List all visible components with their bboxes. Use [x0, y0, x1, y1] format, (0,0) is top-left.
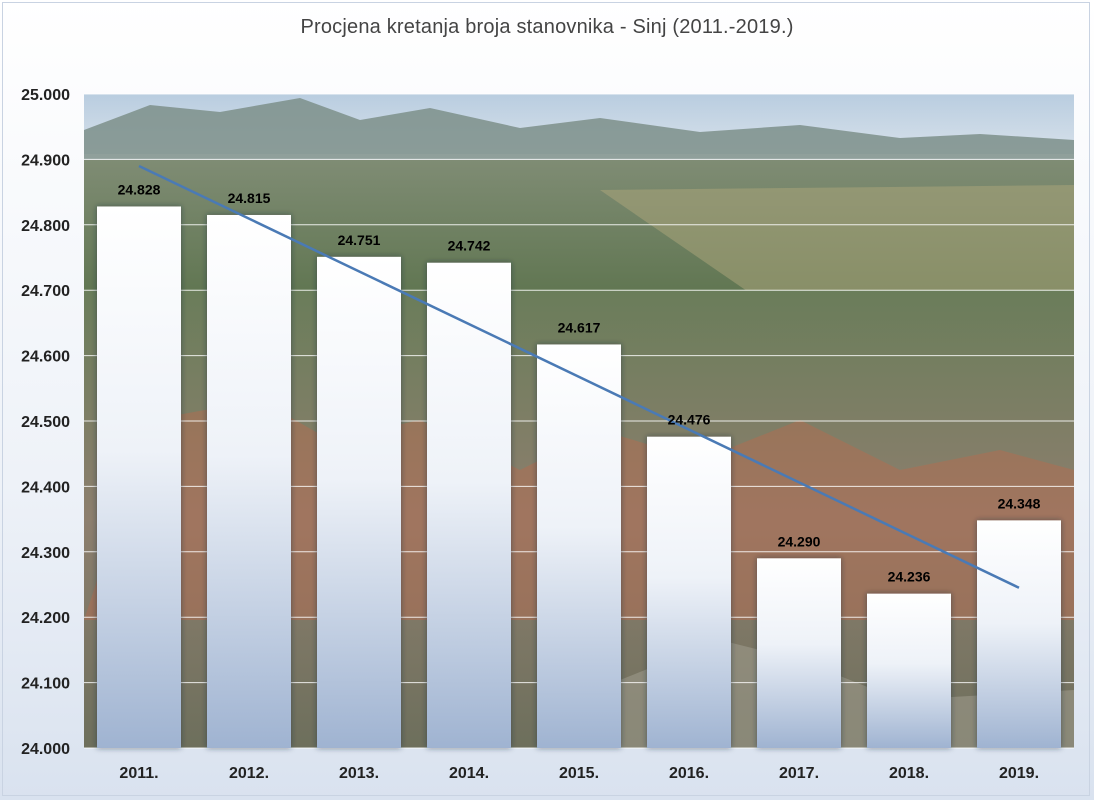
x-axis: 2011. 2012. 2013. 2014. 2015. 2016. 2017. 2018.… — [119, 765, 1039, 782]
y-tick-label: 24.700 — [21, 283, 70, 300]
data-labels: 24.828 24.815 24.751 24.742 24.617 24.476 24.2… — [118, 181, 1041, 584]
y-axis: 24.000 24.100 24.200 24.300 24.400 24.500 24.6… — [21, 87, 70, 758]
y-tick-label: 24.200 — [21, 610, 70, 627]
data-label: 24.751 — [338, 232, 381, 248]
data-label: 24.236 — [888, 569, 931, 585]
data-label: 24.290 — [778, 533, 821, 549]
x-tick-label: 2011. — [119, 765, 158, 782]
x-tick-label: 2018. — [889, 765, 929, 782]
x-tick-label: 2013. — [339, 765, 379, 782]
x-tick-label: 2019. — [999, 765, 1039, 782]
y-tick-label: 25.000 — [21, 87, 70, 104]
bar — [317, 256, 401, 748]
data-label: 24.348 — [998, 495, 1041, 511]
photo-fields — [600, 185, 1074, 320]
y-tick-label: 24.900 — [21, 152, 70, 169]
data-label: 24.828 — [118, 181, 161, 197]
y-tick-label: 24.000 — [21, 741, 70, 758]
trend-line-group — [138, 164, 1020, 589]
bar — [537, 344, 621, 748]
bar — [97, 206, 181, 748]
y-tick-label: 24.600 — [21, 349, 70, 366]
bar — [977, 520, 1061, 748]
photo-mountains — [84, 98, 1074, 165]
data-label: 24.742 — [448, 238, 491, 254]
chart-title: Procjena kretanja broja stanovnika - Sin… — [300, 16, 794, 38]
bar — [867, 593, 951, 748]
bar — [207, 214, 291, 749]
photo-hill — [620, 640, 1074, 748]
x-tick-label: 2014. — [449, 765, 489, 782]
x-tick-label: 2016. — [669, 765, 709, 782]
data-label: 24.476 — [668, 412, 711, 428]
bar — [757, 558, 841, 748]
x-tick-label: 2017. — [779, 765, 819, 782]
trend-line — [138, 164, 1020, 589]
y-tick-label: 24.800 — [21, 218, 70, 235]
data-label: 24.617 — [558, 319, 601, 335]
x-tick-label: 2015. — [559, 765, 599, 782]
x-tick-label: 2012. — [229, 765, 269, 782]
data-label: 24.815 — [228, 190, 271, 206]
y-tick-label: 24.400 — [21, 479, 70, 496]
bars — [97, 206, 1061, 749]
y-tick-label: 24.500 — [21, 414, 70, 431]
bar — [427, 262, 511, 748]
y-tick-label: 24.100 — [21, 676, 70, 693]
y-tick-label: 24.300 — [21, 545, 70, 562]
bar — [647, 436, 731, 748]
